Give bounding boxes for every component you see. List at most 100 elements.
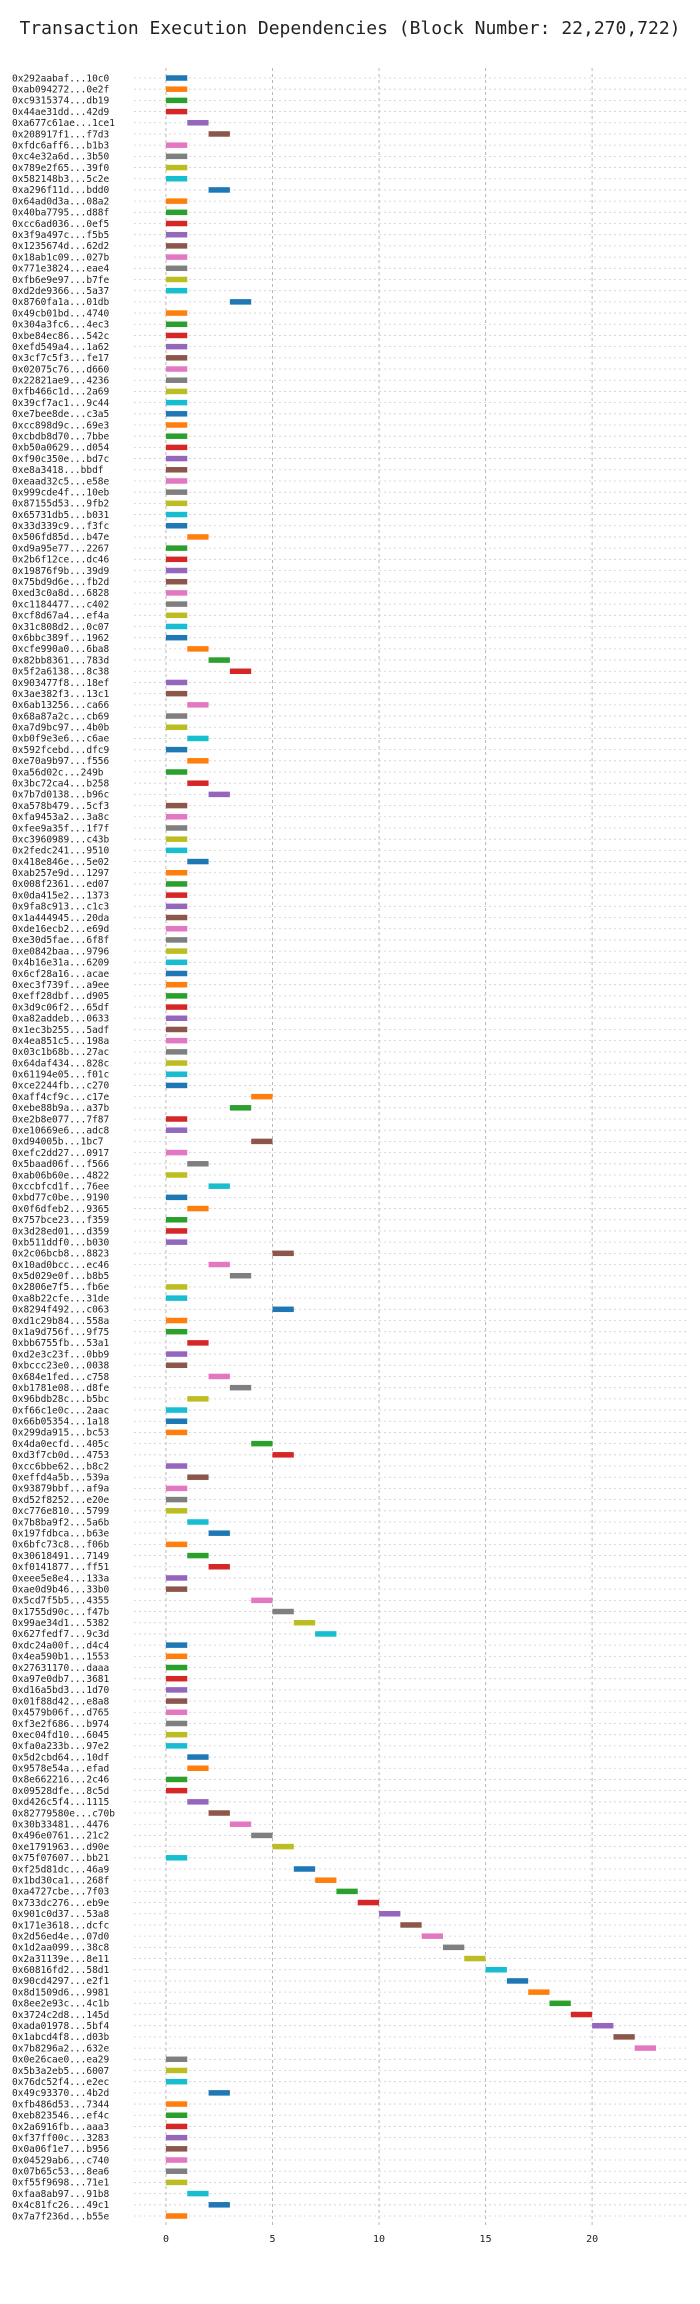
bar-0x2c06bcb8...8823 xyxy=(272,1250,294,1257)
y-tick-label: 0x2a31139e...8e11 xyxy=(12,1954,110,1965)
bar-0xec3f739f...a9ee xyxy=(165,981,188,988)
y-tick-label: 0xfa0a233b...97e2 xyxy=(12,1741,109,1752)
bar-0xe70a9b97...f556 xyxy=(187,758,209,764)
bar-0xdc24a00f...d4c4 xyxy=(165,1642,188,1648)
bar-0xf90c350e...bd7c xyxy=(165,455,188,462)
y-tick-label: 0x49c93370...4b2d xyxy=(12,2088,109,2099)
y-tick-label: 0xeffd4a5b...539a xyxy=(12,1473,109,1484)
y-tick-label: 0x82779580e...c70b xyxy=(12,1808,115,1819)
bar-0xb511ddf0...b030 xyxy=(165,1239,188,1245)
y-tick-label: 0xb511ddf0...b030 xyxy=(12,1237,110,1248)
y-tick-label: 0x49cb01bd...4740 xyxy=(12,308,110,319)
bar-0x04529ab6...c740 xyxy=(165,2157,188,2163)
y-tick-label: 0xab257e9d...1297 xyxy=(12,868,109,879)
y-tick-label: 0xb50a0629...d054 xyxy=(12,443,110,454)
y-tick-label: 0xc4e32a6d...3b50 xyxy=(12,152,110,163)
bar-0x4ea590b1...1553 xyxy=(165,1653,188,1660)
y-tick-label: 0x5baad06f...f566 xyxy=(12,1159,110,1170)
bar-0x3d9c06f2...65df xyxy=(165,1004,188,1010)
bar-0xfdc6aff6...b1b3 xyxy=(165,142,188,148)
bar-0xa296f11d...bdd0 xyxy=(208,187,230,193)
y-tick-label: 0xa82addeb...0633 xyxy=(12,1014,109,1025)
y-tick-label: 0x7b8296a2...632e xyxy=(12,2043,110,2054)
y-tick-label: 0x7a7f236d...b55e xyxy=(12,2211,110,2222)
bar-0x09528dfe...8c5d xyxy=(165,1787,188,1794)
y-tick-label: 0x627fedf7...9c3d xyxy=(12,1629,109,1640)
bar-0x49c93370...4b2d xyxy=(208,2090,230,2096)
bar-0x75f07607...bb21 xyxy=(165,1855,188,1861)
bar-0xf66c1e0c...2aac xyxy=(165,1407,188,1413)
y-tick-label: 0x2a6916fb...aaa3 xyxy=(12,2122,109,2133)
y-tick-label: 0xefc2dd27...0917 xyxy=(12,1148,109,1159)
bar-0x171e3618...dcfc xyxy=(400,1922,422,1928)
bar-0x87155d53...9fb2 xyxy=(165,500,188,507)
bar-0xbd77c0be...9190 xyxy=(165,1194,188,1201)
y-tick-label: 0x01f88d42...e8a8 xyxy=(12,1696,110,1707)
bar-0xb50a0629...d054 xyxy=(165,444,188,451)
y-tick-label: 0x18ab1c09...027b xyxy=(12,252,110,263)
y-tick-label: 0x1a444945...20da xyxy=(12,913,109,924)
y-tick-label: 0xfb466c1d...2a69 xyxy=(12,387,110,398)
y-tick-label: 0x33d339c9...f3fc xyxy=(12,521,109,532)
bar-0xa97e0db7...3681 xyxy=(165,1675,188,1682)
bar-0x6ab13256...ca66 xyxy=(187,702,209,708)
y-tick-label: 0xcc6bbe62...b8c2 xyxy=(12,1461,109,1472)
y-tick-label: 0x733dc276...eb9e xyxy=(12,1898,110,1909)
bar-0x31c808d2...0c07 xyxy=(165,623,188,630)
y-tick-label: 0x789e2f65...39f0 xyxy=(12,163,110,174)
y-tick-label: 0x903477f8...18ef xyxy=(12,678,109,689)
y-tick-label: 0xefd549a4...1a62 xyxy=(12,342,109,353)
bar-0xa56d02c...249b xyxy=(165,769,188,775)
bar-0xfb6e9e97...b7fe xyxy=(165,276,188,283)
bar-0x6bfc73c8...f06b xyxy=(165,1541,188,1548)
y-tick-label: 0xd426c5f4...1115 xyxy=(12,1797,109,1808)
bar-0xab257e9d...1297 xyxy=(165,870,188,876)
bar-0x3ae382f3...13c1 xyxy=(165,690,188,697)
bar-0x733dc276...eb9e xyxy=(357,1899,380,1906)
bar-0x627fedf7...9c3d xyxy=(315,1631,337,1637)
bar-0xfa0a233b...97e2 xyxy=(165,1743,188,1749)
bar-0x2a6916fb...aaa3 xyxy=(165,2123,188,2130)
bar-0xcc6bbe62...b8c2 xyxy=(165,1463,188,1469)
bar-0xeffd4a5b...539a xyxy=(187,1474,209,1480)
bar-0x5cd7f5b5...4355 xyxy=(251,1597,273,1604)
bar-0xeb823546...ef4c xyxy=(165,2112,188,2119)
y-tick-label: 0xfee9a35f...1f7f xyxy=(12,823,109,834)
bar-0xaff4cf9c...c17e xyxy=(251,1093,273,1100)
y-tick-label: 0xf90c350e...bd7c xyxy=(12,454,109,465)
y-tick-label: 0xfb486d53...7344 xyxy=(12,2099,110,2110)
y-tick-label: 0xec04fd10...6045 xyxy=(12,1730,109,1741)
bar-0x3f9a497c...f5b5 xyxy=(165,231,188,238)
bar-0x7b7d0138...b96c xyxy=(208,791,230,798)
bar-0x68a87a2c...cb69 xyxy=(165,713,188,719)
bar-0xe10669e6...adc8 xyxy=(165,1127,188,1133)
bar-0xd1c29b84...558a xyxy=(165,1317,188,1324)
bar-0xf0141877...ff51 xyxy=(208,1564,230,1570)
y-tick-label: 0xe0842baa...9796 xyxy=(12,946,110,957)
bar-0x2b6f12ce...dc46 xyxy=(165,556,188,563)
bar-0x1bd30ca1...268f xyxy=(315,1877,337,1883)
y-tick-label: 0x76dc52f4...e2ec xyxy=(12,2077,109,2088)
y-tick-label: 0xb1781e08...d8fe xyxy=(12,1383,110,1394)
bar-0xae0d9b46...33b0 xyxy=(165,1586,188,1592)
y-tick-label: 0xf3e2f686...b974 xyxy=(12,1719,110,1730)
bar-0x8ee2e93c...4c1b xyxy=(549,2000,571,2007)
y-tick-label: 0x6ab13256...ca66 xyxy=(12,700,110,711)
y-tick-label: 0xf0141877...ff51 xyxy=(12,1562,110,1573)
y-tick-label: 0x299da915...bc53 xyxy=(12,1428,109,1439)
y-tick-label: 0x40ba7795...d88f xyxy=(12,208,109,219)
bar-0xb0f9e3e6...c6ae xyxy=(187,735,209,742)
y-tick-label: 0x4c81fc26...49c1 xyxy=(12,2200,110,2211)
y-tick-label: 0xebe88b9a...a37b xyxy=(12,1103,110,1114)
y-tick-label: 0xcc6ad036...0ef5 xyxy=(12,219,109,230)
y-tick-label: 0xa677c61ae...1ce1 xyxy=(12,118,115,129)
y-tick-label: 0xa7d9bc97...4b0b xyxy=(12,723,110,734)
bar-0xa677c61ae...1ce1 xyxy=(187,120,209,126)
bars xyxy=(165,75,657,2219)
bar-0x30618491...7149 xyxy=(187,1552,209,1559)
bar-0xd9a95e77...2267 xyxy=(165,545,188,551)
y-tick-label: 0xd94005b...1bc7 xyxy=(12,1137,104,1148)
y-tick-label: 0xe2b8e077...7f87 xyxy=(12,1114,109,1125)
y-tick-label: 0x3ae382f3...13c1 xyxy=(12,689,110,700)
